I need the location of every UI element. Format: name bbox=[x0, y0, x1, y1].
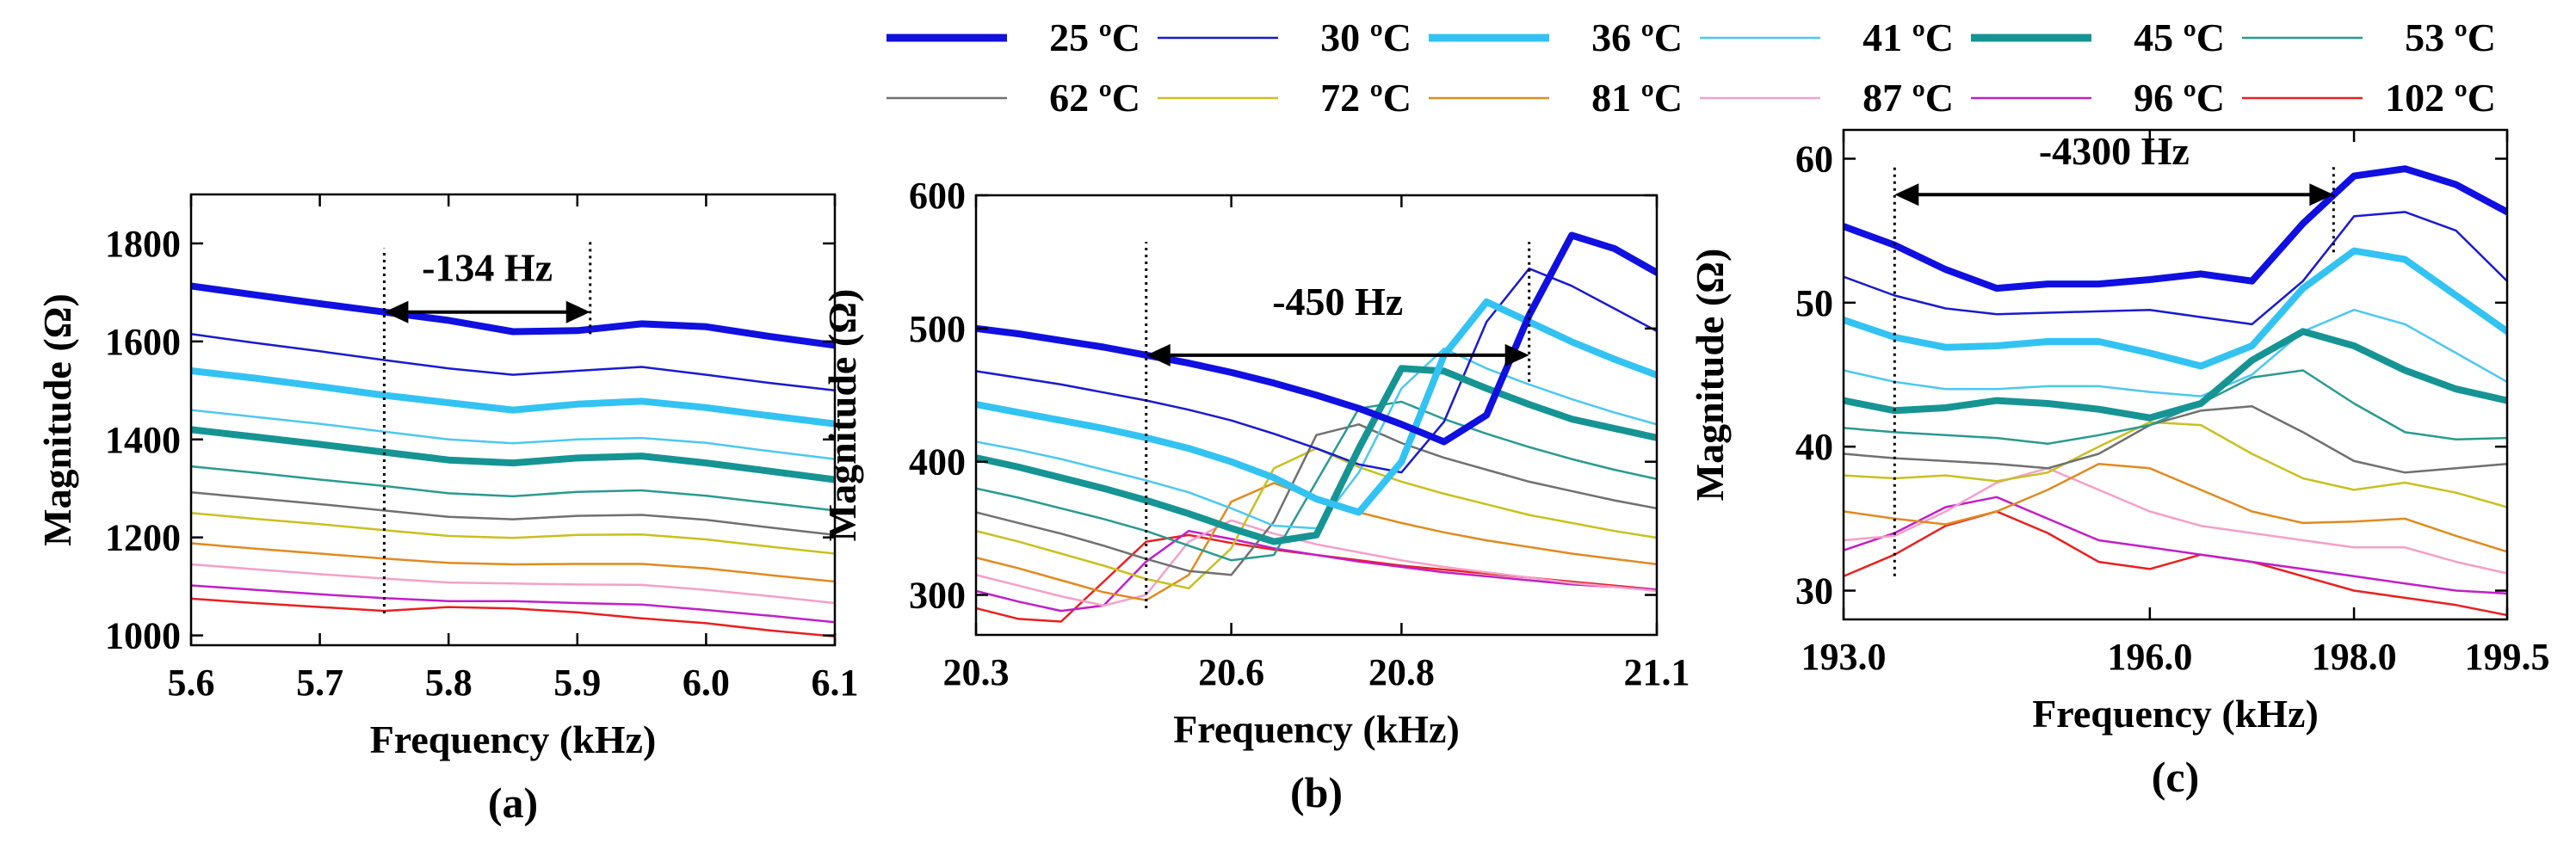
y-tick-label: 1000 bbox=[105, 615, 181, 657]
legend-label: 72 ºC bbox=[1320, 76, 1412, 120]
series-line-62c bbox=[191, 491, 835, 537]
x-tick-label: 193.0 bbox=[1801, 636, 1887, 678]
series-line-30c bbox=[191, 333, 835, 392]
y-tick-label: 60 bbox=[1795, 138, 1833, 180]
x-tick-label: 20.3 bbox=[943, 651, 1010, 693]
x-axis-label: Frequency (kHz) bbox=[2032, 692, 2319, 736]
arrow-head-left bbox=[1146, 343, 1171, 366]
y-tick-label: 500 bbox=[909, 308, 966, 350]
panel-label: (b) bbox=[1290, 768, 1343, 816]
legend-label: 81 ºC bbox=[1591, 76, 1683, 120]
y-axis-label: Magnitude (Ω) bbox=[820, 289, 864, 542]
y-tick-label: 600 bbox=[909, 175, 966, 217]
series-line-53c bbox=[1844, 369, 2507, 446]
arrow-head-right bbox=[565, 300, 590, 323]
series-line-25c bbox=[1844, 165, 2507, 293]
y-tick-label: 50 bbox=[1795, 282, 1833, 324]
series-line-45c bbox=[976, 365, 1657, 545]
x-axis-label: Frequency (kHz) bbox=[370, 717, 657, 761]
series-line-81c bbox=[191, 542, 835, 583]
x-tick-label: 20.8 bbox=[1368, 651, 1435, 693]
shift-annotation: -450 Hz bbox=[1272, 280, 1403, 323]
x-tick-label: 20.6 bbox=[1198, 651, 1264, 693]
panel-label: (c) bbox=[2152, 753, 2200, 801]
series-line-62c bbox=[976, 423, 1657, 576]
y-tick-label: 400 bbox=[909, 441, 966, 483]
x-tick-label: 5.7 bbox=[296, 662, 343, 704]
series-line-62c bbox=[1844, 405, 2507, 474]
y-tick-label: 1400 bbox=[105, 419, 181, 461]
series-line-81c bbox=[1844, 463, 2507, 553]
plot-frame bbox=[189, 193, 837, 647]
x-tick-label: 5.6 bbox=[168, 662, 215, 704]
legend-label: 41 ºC bbox=[1863, 15, 1954, 59]
series-line-30c bbox=[976, 267, 1657, 474]
series-line-53c bbox=[191, 465, 835, 512]
series-line-45c bbox=[1844, 328, 2507, 422]
x-tick-label: 5.8 bbox=[425, 662, 473, 704]
shift-annotation: -134 Hz bbox=[422, 245, 553, 289]
legend-label: 25 ºC bbox=[1049, 15, 1140, 59]
legend-label: 87 ºC bbox=[1863, 76, 1954, 120]
series-line-36c bbox=[191, 367, 835, 428]
chart-panel-a: 5.6 5.7 5.8 5.9 6.0 6.1 1000 1200 1400 1600 1800 Fr… bbox=[35, 193, 859, 827]
y-axis-label: Magnitude (Ω) bbox=[1688, 249, 1732, 502]
series-line-96c bbox=[191, 584, 835, 624]
x-tick-label: 199.5 bbox=[2465, 636, 2550, 678]
series-line-41c bbox=[1844, 308, 2507, 397]
y-tick-label: 1800 bbox=[105, 223, 181, 265]
x-tick-label: 21.1 bbox=[1624, 651, 1690, 693]
series-line-102c bbox=[191, 597, 835, 637]
series-line-36c bbox=[1844, 247, 2507, 370]
x-tick-label: 196.0 bbox=[2107, 636, 2192, 678]
x-tick-label: 6.0 bbox=[683, 662, 730, 704]
legend-label: 62 ºC bbox=[1049, 76, 1140, 120]
x-tick-label: 198.0 bbox=[2312, 636, 2397, 678]
arrow-head-right bbox=[1504, 343, 1529, 366]
panel-label: (a) bbox=[488, 779, 538, 827]
shift-annotation: -4300 Hz bbox=[2039, 129, 2190, 173]
x-axis-label: Frequency (kHz) bbox=[1173, 707, 1460, 751]
legend-label: 102 ºC bbox=[2385, 76, 2496, 120]
chart-panel-b: 20.3 20.6 20.8 21.1 300 400 500 600 Frequency (k… bbox=[820, 175, 1690, 816]
series-line-25c bbox=[976, 231, 1657, 446]
y-axis-label: Magnitude (Ω) bbox=[35, 293, 79, 546]
y-tick-label: 40 bbox=[1795, 426, 1833, 468]
y-tick-label: 1200 bbox=[105, 517, 181, 559]
legend-label: 36 ºC bbox=[1591, 15, 1683, 59]
legend-label: 96 ºC bbox=[2134, 76, 2225, 120]
legend-label: 53 ºC bbox=[2405, 15, 2496, 59]
x-tick-label: 6.1 bbox=[812, 662, 859, 704]
legend: 25 ºC 30 ºC 36 ºC 41 ºC 45 ºC 53 ºC 62 ºC 72 ºC… bbox=[886, 15, 2496, 120]
series-line-36c bbox=[976, 298, 1657, 516]
legend-label: 45 ºC bbox=[2134, 15, 2225, 59]
y-tick-label: 1600 bbox=[105, 321, 181, 363]
series-line-72c bbox=[191, 511, 835, 555]
series-line-87c bbox=[191, 563, 835, 605]
arrow-head-left bbox=[384, 300, 409, 323]
series-line-45c bbox=[191, 426, 835, 483]
legend-label: 30 ºC bbox=[1320, 15, 1412, 59]
chart-panel-c: 193.0 196.0 198.0 199.5 30 40 50 60 Frequency (k… bbox=[1688, 128, 2550, 801]
series-line-25c bbox=[191, 282, 835, 349]
series-line-30c bbox=[1844, 211, 2507, 326]
x-tick-label: 5.9 bbox=[553, 662, 601, 704]
y-tick-label: 300 bbox=[909, 575, 966, 617]
plot-frame bbox=[1842, 128, 2509, 621]
chart-panels: 5.6 5.7 5.8 5.9 6.0 6.1 1000 1200 1400 1600 1800 Fr… bbox=[35, 128, 2550, 827]
arrow-head-right bbox=[2309, 183, 2334, 206]
series-line-53c bbox=[976, 400, 1657, 562]
series-line-96c bbox=[976, 529, 1657, 613]
series-line-102c bbox=[1844, 510, 2507, 617]
y-tick-label: 30 bbox=[1795, 570, 1833, 613]
arrow-head-left bbox=[1894, 183, 1919, 206]
series-line-72c bbox=[976, 446, 1657, 590]
series-line-72c bbox=[1844, 421, 2507, 508]
series-line-87c bbox=[976, 519, 1657, 607]
plot-frame bbox=[974, 194, 1659, 637]
series-line-87c bbox=[1844, 467, 2507, 575]
series-line-41c bbox=[191, 409, 835, 460]
